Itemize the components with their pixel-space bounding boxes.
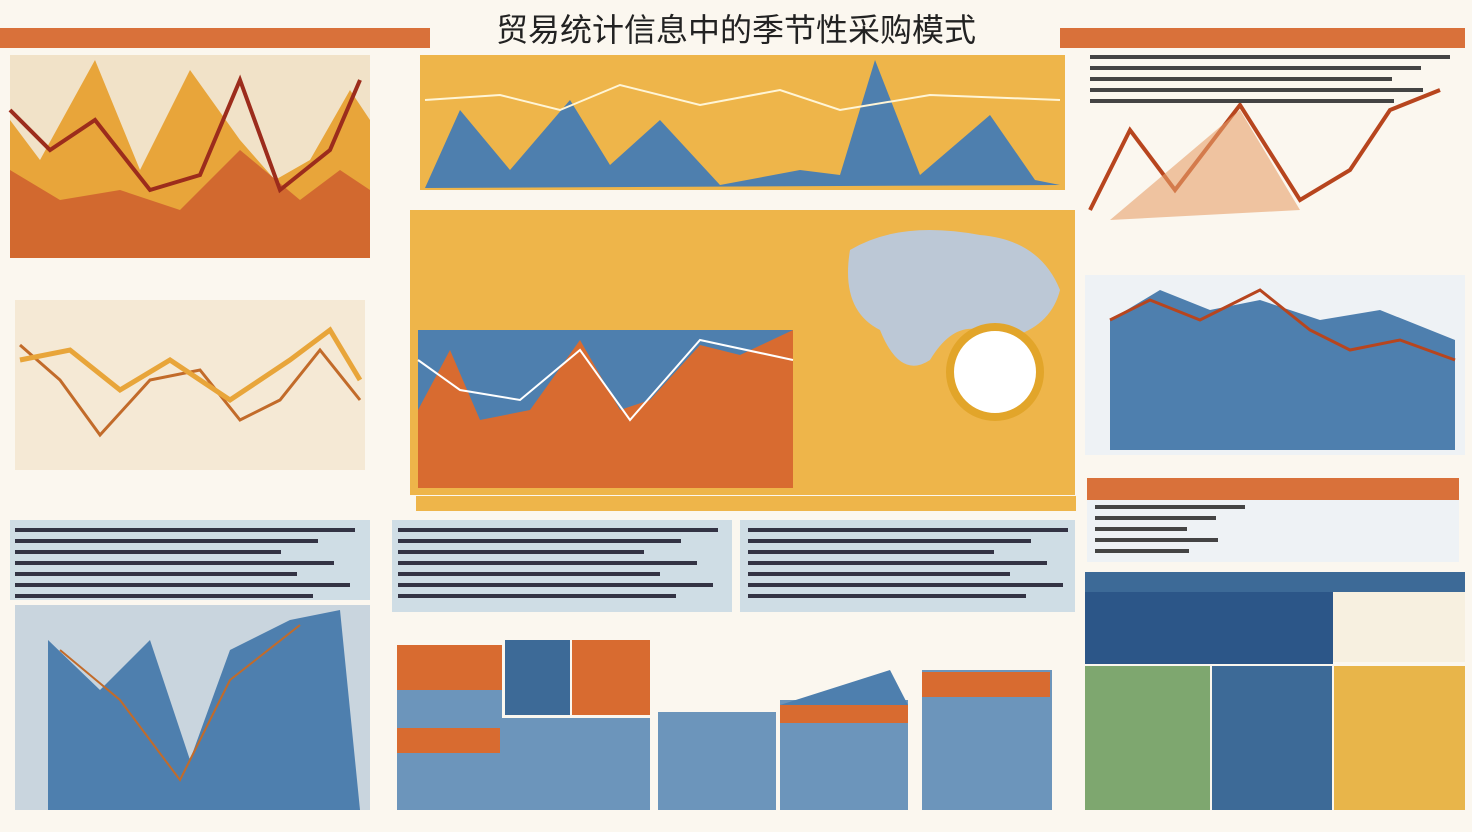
block — [780, 705, 908, 723]
text-placeholder — [398, 572, 660, 576]
area — [1110, 110, 1300, 220]
header-bar — [0, 28, 430, 48]
area — [1110, 290, 1455, 450]
text-placeholder — [748, 572, 1010, 576]
block — [397, 645, 502, 690]
line — [1109, 288, 1456, 362]
block — [1334, 666, 1465, 810]
text-placeholder — [1095, 505, 1245, 509]
text-placeholder — [1090, 99, 1394, 103]
text-placeholder — [15, 583, 350, 587]
text-placeholder — [1095, 538, 1218, 542]
text-placeholder — [398, 583, 713, 587]
text-placeholder — [15, 561, 334, 565]
line — [1088, 88, 1441, 211]
text-placeholder — [15, 539, 318, 543]
text-placeholder — [748, 539, 1031, 543]
area — [10, 150, 370, 258]
text-placeholder — [15, 572, 297, 576]
header-bar — [1087, 478, 1459, 500]
block — [922, 672, 1050, 697]
text-placeholder — [15, 594, 313, 598]
block — [1212, 666, 1332, 810]
text-placeholder — [398, 550, 644, 554]
text-placeholder — [1090, 77, 1392, 81]
text-placeholder — [748, 550, 994, 554]
area — [418, 330, 793, 420]
text-placeholder — [15, 550, 281, 554]
text-placeholder — [1095, 527, 1187, 531]
text-placeholder — [748, 561, 1047, 565]
line — [417, 338, 794, 422]
text-placeholder — [398, 561, 697, 565]
area — [48, 610, 360, 810]
text-placeholder — [398, 528, 718, 532]
footer-bar — [416, 496, 1076, 511]
line — [8, 74, 362, 194]
line — [424, 83, 1061, 112]
line — [59, 624, 301, 782]
text-placeholder — [398, 594, 676, 598]
text-placeholder — [1090, 66, 1421, 70]
block — [505, 640, 570, 715]
header-bar — [1060, 28, 1465, 48]
text-placeholder — [398, 539, 681, 543]
triangle — [780, 670, 908, 705]
text-placeholder — [1095, 549, 1189, 553]
line — [19, 343, 362, 438]
block — [500, 718, 650, 810]
text-placeholder — [748, 583, 1063, 587]
text-placeholder — [1095, 516, 1216, 520]
line — [19, 326, 363, 404]
block — [1085, 572, 1465, 592]
text-placeholder — [1090, 88, 1423, 92]
page-title: 贸易统计信息中的季节性采购模式 — [496, 11, 976, 49]
text-placeholder — [748, 594, 1026, 598]
block — [1085, 666, 1210, 810]
text-placeholder — [15, 528, 355, 532]
panel — [15, 300, 365, 470]
area — [425, 60, 1060, 188]
block — [1333, 592, 1465, 662]
ring — [946, 323, 1044, 421]
block — [397, 728, 502, 753]
text-placeholder — [748, 528, 1068, 532]
text-box — [392, 520, 732, 612]
block — [658, 712, 776, 810]
text-placeholder — [1090, 55, 1450, 59]
block — [572, 640, 650, 715]
text-box — [740, 520, 1075, 612]
